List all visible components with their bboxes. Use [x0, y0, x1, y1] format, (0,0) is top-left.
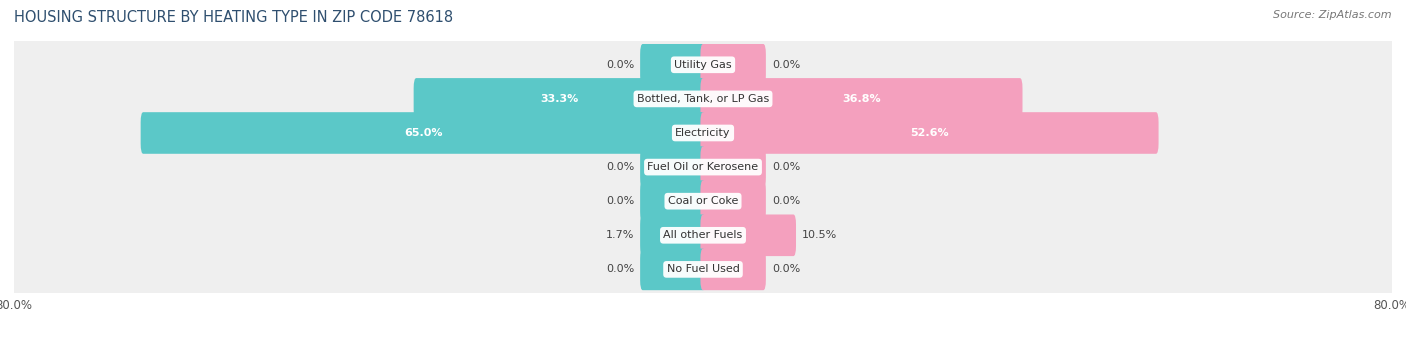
FancyBboxPatch shape [13, 101, 1393, 165]
FancyBboxPatch shape [413, 78, 706, 120]
FancyBboxPatch shape [700, 249, 766, 290]
FancyBboxPatch shape [14, 100, 1392, 166]
FancyBboxPatch shape [141, 112, 706, 154]
Text: 0.0%: 0.0% [772, 264, 800, 275]
FancyBboxPatch shape [13, 32, 1393, 97]
Text: 33.3%: 33.3% [540, 94, 579, 104]
FancyBboxPatch shape [13, 169, 1393, 234]
FancyBboxPatch shape [700, 44, 766, 86]
FancyBboxPatch shape [640, 249, 706, 290]
FancyBboxPatch shape [700, 180, 766, 222]
FancyBboxPatch shape [14, 66, 1392, 132]
Text: 0.0%: 0.0% [772, 60, 800, 70]
FancyBboxPatch shape [13, 66, 1393, 131]
FancyBboxPatch shape [14, 134, 1392, 200]
FancyBboxPatch shape [14, 203, 1392, 268]
Text: No Fuel Used: No Fuel Used [666, 264, 740, 275]
FancyBboxPatch shape [13, 168, 1393, 235]
FancyBboxPatch shape [13, 202, 1393, 269]
FancyBboxPatch shape [13, 203, 1393, 268]
Text: 65.0%: 65.0% [404, 128, 443, 138]
FancyBboxPatch shape [13, 65, 1393, 132]
Text: 0.0%: 0.0% [772, 196, 800, 206]
FancyBboxPatch shape [13, 31, 1393, 98]
FancyBboxPatch shape [14, 168, 1392, 234]
Text: Utility Gas: Utility Gas [675, 60, 731, 70]
FancyBboxPatch shape [14, 168, 1392, 234]
Text: 0.0%: 0.0% [606, 196, 634, 206]
Text: 52.6%: 52.6% [910, 128, 949, 138]
FancyBboxPatch shape [700, 112, 1159, 154]
Text: 10.5%: 10.5% [801, 230, 838, 240]
FancyBboxPatch shape [700, 214, 796, 256]
FancyBboxPatch shape [13, 100, 1393, 166]
Text: 0.0%: 0.0% [772, 162, 800, 172]
Text: All other Fuels: All other Fuels [664, 230, 742, 240]
Text: Fuel Oil or Kerosene: Fuel Oil or Kerosene [647, 162, 759, 172]
FancyBboxPatch shape [13, 135, 1393, 199]
FancyBboxPatch shape [14, 237, 1392, 302]
FancyBboxPatch shape [14, 32, 1392, 98]
FancyBboxPatch shape [14, 203, 1392, 268]
FancyBboxPatch shape [13, 237, 1393, 302]
Text: 36.8%: 36.8% [842, 94, 880, 104]
FancyBboxPatch shape [700, 146, 766, 188]
FancyBboxPatch shape [14, 100, 1392, 166]
Text: HOUSING STRUCTURE BY HEATING TYPE IN ZIP CODE 78618: HOUSING STRUCTURE BY HEATING TYPE IN ZIP… [14, 10, 453, 25]
Text: Bottled, Tank, or LP Gas: Bottled, Tank, or LP Gas [637, 94, 769, 104]
Text: 1.7%: 1.7% [606, 230, 634, 240]
FancyBboxPatch shape [640, 146, 706, 188]
FancyBboxPatch shape [700, 78, 1022, 120]
Text: 0.0%: 0.0% [606, 162, 634, 172]
FancyBboxPatch shape [14, 237, 1392, 302]
FancyBboxPatch shape [14, 32, 1392, 98]
FancyBboxPatch shape [640, 44, 706, 86]
Text: 0.0%: 0.0% [606, 60, 634, 70]
FancyBboxPatch shape [13, 134, 1393, 201]
FancyBboxPatch shape [14, 66, 1392, 132]
Text: Source: ZipAtlas.com: Source: ZipAtlas.com [1274, 10, 1392, 20]
Text: Coal or Coke: Coal or Coke [668, 196, 738, 206]
FancyBboxPatch shape [640, 180, 706, 222]
FancyBboxPatch shape [13, 236, 1393, 303]
Text: 0.0%: 0.0% [606, 264, 634, 275]
Text: Electricity: Electricity [675, 128, 731, 138]
FancyBboxPatch shape [640, 214, 706, 256]
FancyBboxPatch shape [14, 134, 1392, 200]
